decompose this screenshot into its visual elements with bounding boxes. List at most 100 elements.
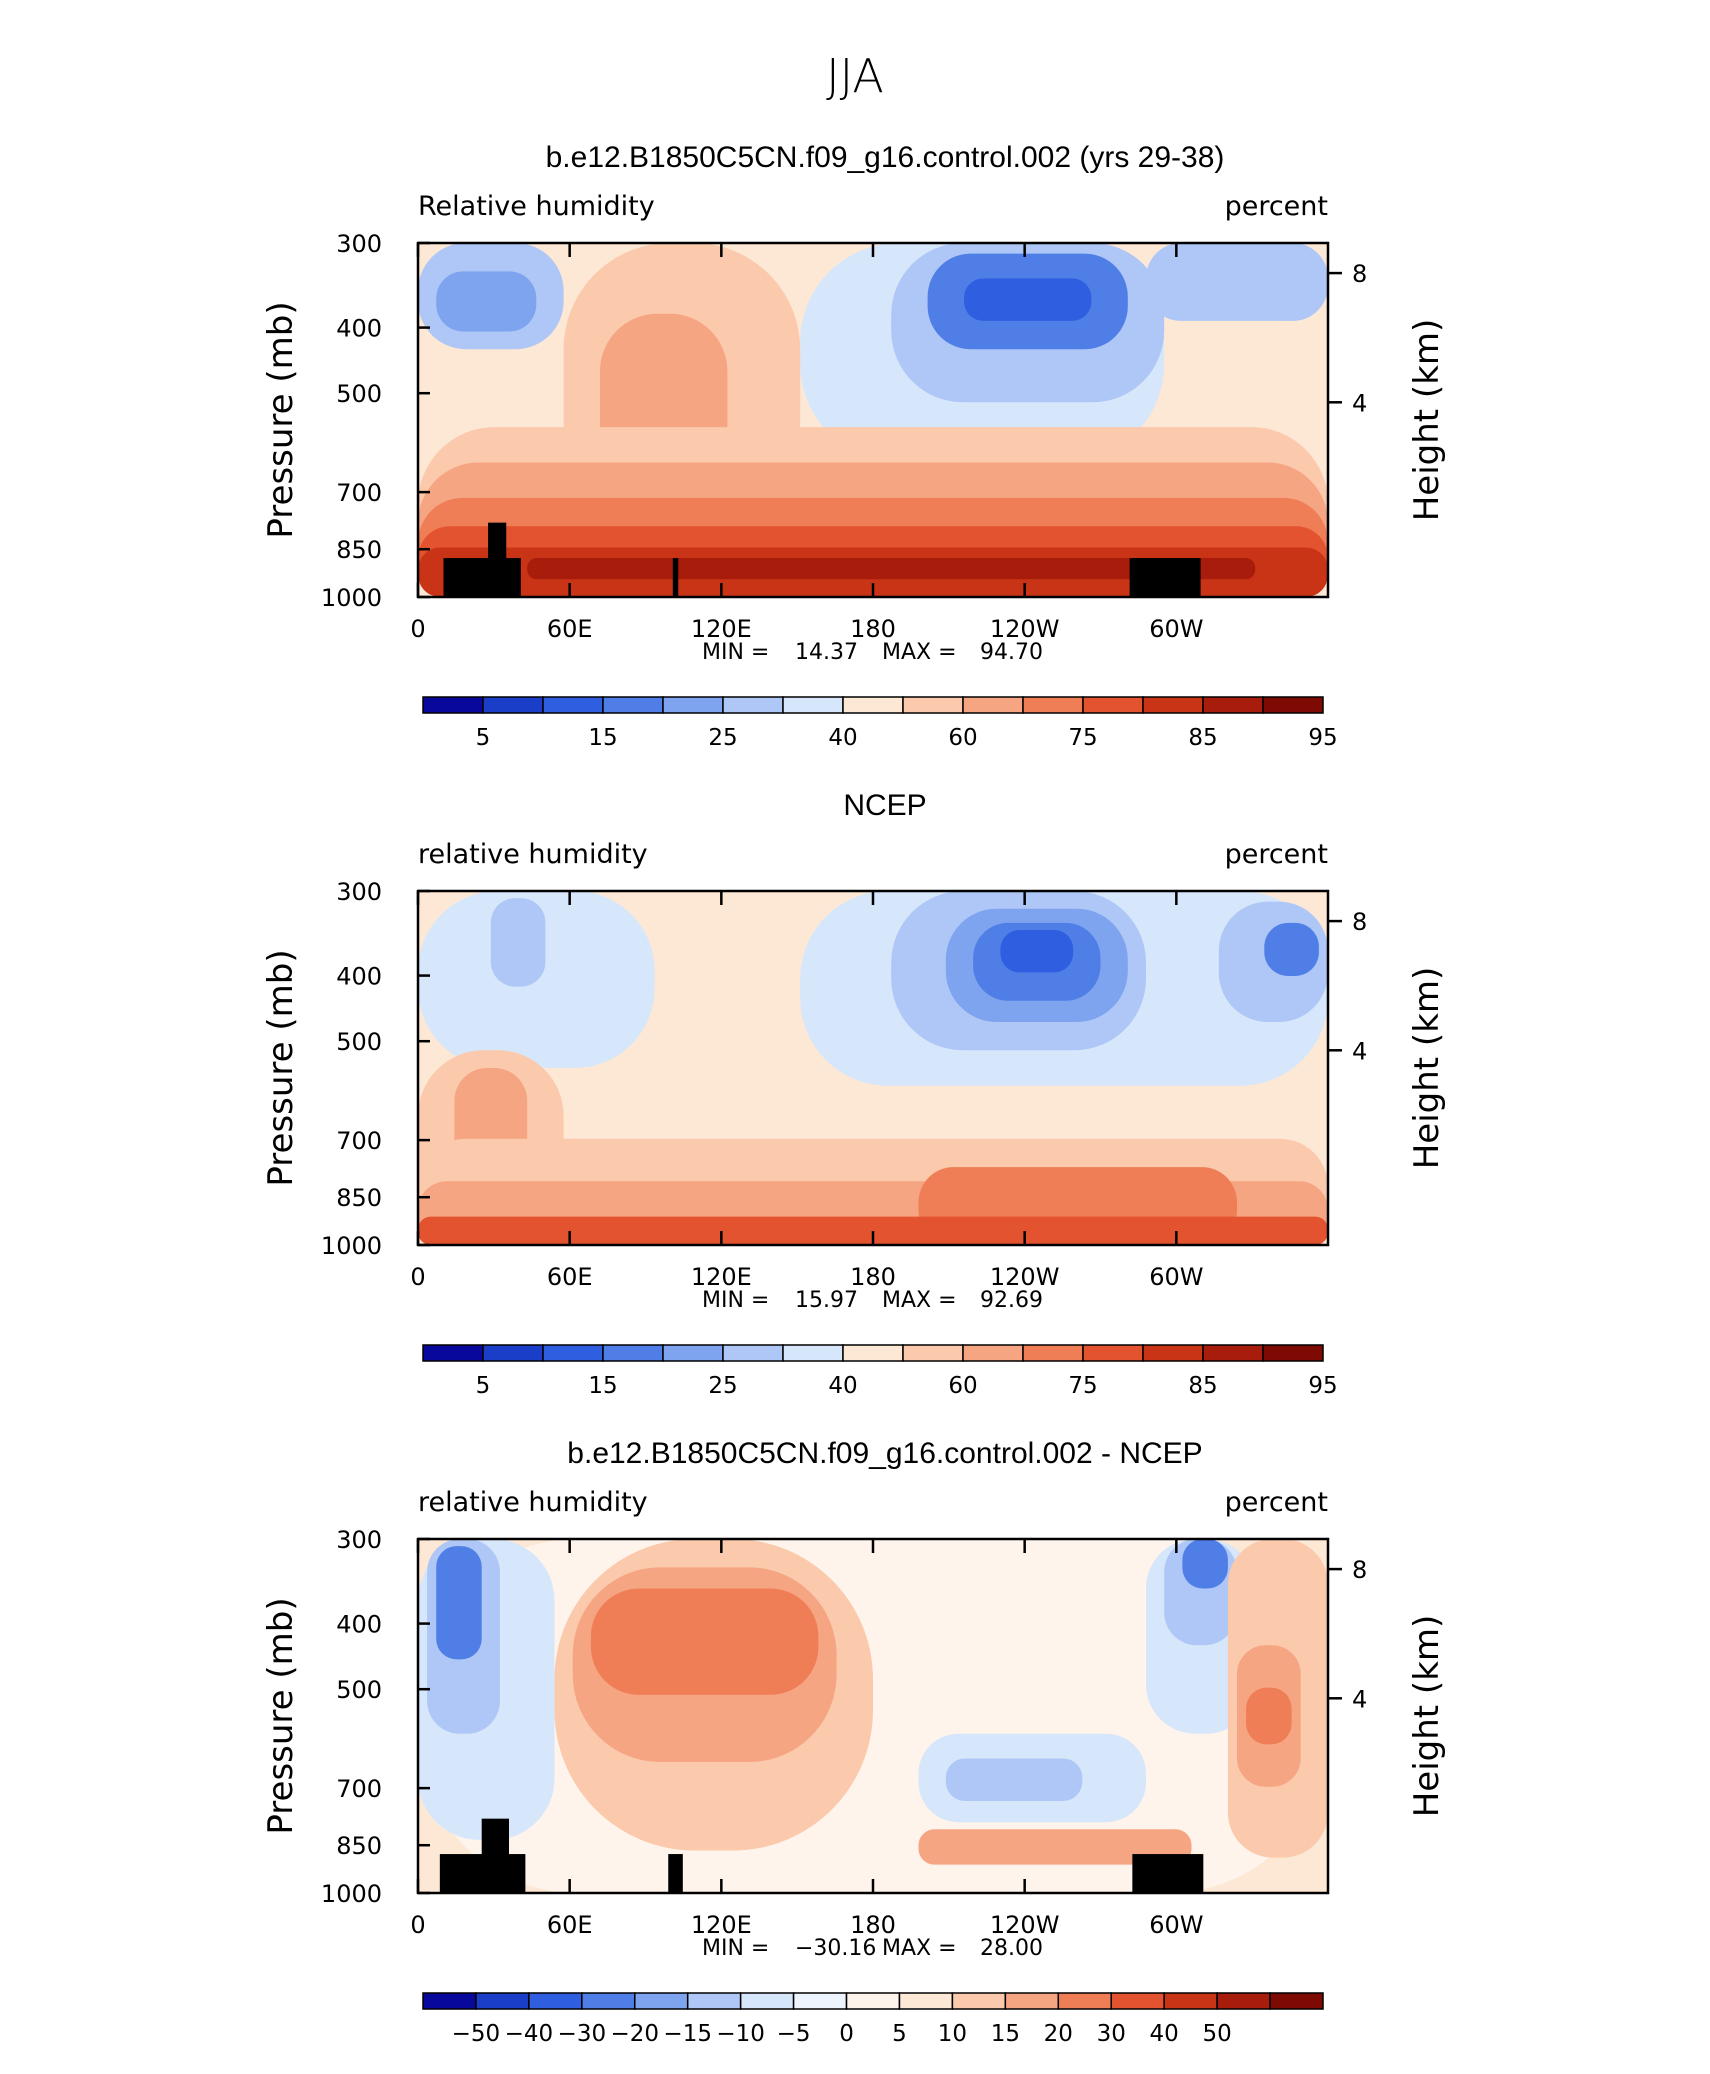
x-tick-label: 0 xyxy=(410,1911,425,1939)
min-label: MIN = xyxy=(702,640,769,665)
colorbar-swatch xyxy=(475,1992,530,2010)
colorbar-swatch xyxy=(1142,696,1204,714)
units-label: percent xyxy=(1225,839,1328,870)
x-tick-label: 120E xyxy=(691,615,752,643)
y-axis-label: Pressure (mb) xyxy=(261,949,301,1186)
colorbar-label: 25 xyxy=(708,725,737,751)
colorbar-label: −15 xyxy=(663,2021,712,2047)
contour-region xyxy=(527,558,1256,580)
x-tick-label: 60E xyxy=(547,1911,593,1939)
y-right-tick-label: 8 xyxy=(1352,1556,1367,1584)
colorbar-swatch xyxy=(845,1992,901,2010)
contour-region xyxy=(490,898,546,987)
min-label: MIN = xyxy=(702,1936,769,1961)
colorbar-label: 60 xyxy=(948,725,977,751)
colorbar-label: 5 xyxy=(476,1373,491,1399)
colorbar-swatch xyxy=(739,1992,795,2010)
max-value: 28.00 xyxy=(980,1936,1043,1961)
x-tick-label: 60E xyxy=(547,615,593,643)
y-tick-label: 500 xyxy=(336,1028,382,1056)
y-right-axis-label: Height (km) xyxy=(1407,967,1447,1170)
colorbar-label: 15 xyxy=(991,2021,1020,2047)
colorbar-swatch xyxy=(422,696,484,714)
y-right-tick-label: 4 xyxy=(1352,389,1367,417)
colorbar-swatch xyxy=(528,1992,583,2010)
units-label: percent xyxy=(1225,1487,1328,1518)
contour-region xyxy=(1182,1539,1228,1589)
colorbar-swatch xyxy=(898,1992,954,2010)
contour-region xyxy=(436,271,537,332)
min-label: MIN = xyxy=(702,1288,769,1313)
colorbar-swatch xyxy=(662,696,724,714)
contour-region xyxy=(918,1829,1192,1865)
contour-region xyxy=(436,1546,482,1660)
y-tick-label: 500 xyxy=(336,1676,382,1704)
colorbar-swatch xyxy=(422,1344,484,1362)
colorbar-label: 60 xyxy=(948,1373,977,1399)
y-tick-label: 1000 xyxy=(321,1232,382,1260)
x-tick-label: 0 xyxy=(410,1263,425,1291)
colorbar-label: 75 xyxy=(1068,1373,1097,1399)
y-right-tick-label: 8 xyxy=(1352,908,1367,936)
max-label: MAX = xyxy=(882,1936,957,1961)
colorbar-swatch xyxy=(1262,696,1324,714)
contour-region xyxy=(1146,243,1328,321)
colorbar-swatch xyxy=(1163,1992,1218,2010)
colorbar-swatch xyxy=(634,1992,689,2010)
contour-region xyxy=(964,278,1092,321)
colorbar-swatch xyxy=(842,696,904,714)
x-tick-label: 60W xyxy=(1149,1911,1203,1939)
contour-region xyxy=(945,1758,1083,1801)
topography-mask xyxy=(443,558,521,597)
topography-mask xyxy=(488,522,507,597)
topography-mask xyxy=(1129,558,1201,597)
colorbar-swatch xyxy=(581,1992,636,2010)
x-tick-label: 180 xyxy=(850,1911,896,1939)
colorbar-label: 40 xyxy=(828,1373,857,1399)
max-label: MAX = xyxy=(882,1288,957,1313)
colorbar-swatch xyxy=(1269,1992,1324,2010)
colorbar-label: 15 xyxy=(588,725,617,751)
colorbar-swatch xyxy=(422,1992,477,2010)
panel-3: b.e12.B1850C5CN.f09_g16.control.002 - NC… xyxy=(261,1437,1447,2047)
colorbar-label: 0 xyxy=(839,2021,854,2047)
x-tick-label: 60W xyxy=(1149,615,1203,643)
y-axis-label: Pressure (mb) xyxy=(261,301,301,538)
colorbar-swatch xyxy=(482,696,544,714)
panel-title: b.e12.B1850C5CN.f09_g16.control.002 - NC… xyxy=(567,1437,1202,1470)
colorbar-swatch xyxy=(1202,1344,1264,1362)
y-tick-label: 400 xyxy=(336,315,382,343)
y-right-axis-label: Height (km) xyxy=(1407,319,1447,522)
colorbar-label: 85 xyxy=(1188,1373,1217,1399)
panel-title: b.e12.B1850C5CN.f09_g16.control.002 (yrs… xyxy=(546,141,1225,174)
y-tick-label: 300 xyxy=(336,230,382,258)
contour-field xyxy=(418,891,1328,1245)
units-label: percent xyxy=(1225,191,1328,222)
contour-field xyxy=(418,1539,1328,1893)
y-right-tick-label: 4 xyxy=(1352,1685,1367,1713)
colorbar-swatch xyxy=(722,1344,784,1362)
colorbar-swatch xyxy=(1262,1344,1324,1362)
max-value: 92.69 xyxy=(980,1288,1043,1313)
colorbar-swatch xyxy=(542,1344,604,1362)
min-value: 14.37 xyxy=(795,640,858,665)
colorbar-swatch xyxy=(542,696,604,714)
topography-mask xyxy=(672,558,679,597)
colorbar-label: 5 xyxy=(892,2021,907,2047)
colorbar-swatch xyxy=(1202,696,1264,714)
figure-title: JJA xyxy=(826,49,884,103)
colorbar: 5 15 25 40 60 75 85 95 xyxy=(422,696,1338,751)
colorbar-swatch xyxy=(1022,1344,1084,1362)
topography-mask xyxy=(668,1854,683,1893)
colorbar-swatch xyxy=(792,1992,848,2010)
colorbar-label: 85 xyxy=(1188,725,1217,751)
colorbar-label: 20 xyxy=(1044,2021,1073,2047)
y-tick-label: 300 xyxy=(336,878,382,906)
y-tick-label: 700 xyxy=(336,1127,382,1155)
y-tick-label: 700 xyxy=(336,479,382,507)
contour-region xyxy=(1000,929,1074,973)
x-tick-label: 180 xyxy=(850,615,896,643)
contour-region xyxy=(418,1216,1328,1245)
colorbar-label: 25 xyxy=(708,1373,737,1399)
